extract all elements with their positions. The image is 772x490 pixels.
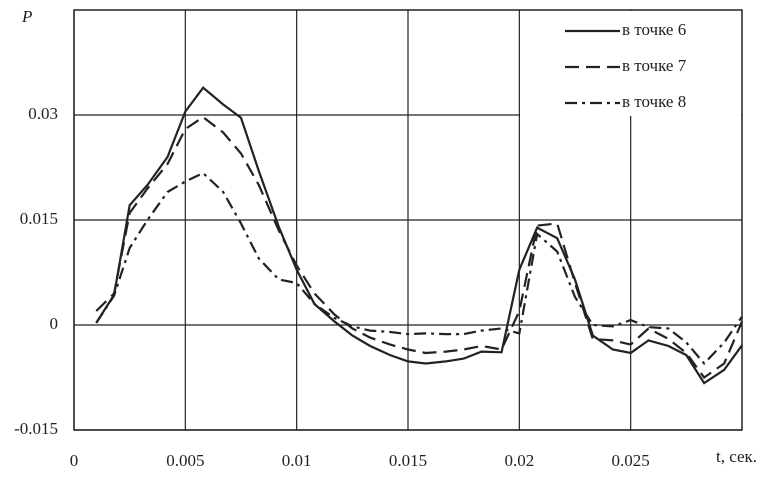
x-tick-label: 0.01 [282,451,312,470]
x-axis-label: t, сек. [716,447,757,466]
y-axis-label: P [21,7,32,26]
legend: в точке 6 в точке 7 в точке 8 [520,11,741,116]
legend-label: в точке 7 [622,56,687,75]
series-line [95,171,743,366]
y-tick-label: 0.03 [28,104,58,123]
series-line [95,115,744,380]
series-line [95,86,743,385]
x-tick-label: 0.015 [389,451,427,470]
legend-label: в точке 8 [622,92,686,111]
x-tick-label: 0.025 [612,451,650,470]
y-tick-label: 0 [50,314,59,333]
x-tick-label: 0.005 [166,451,204,470]
y-tick-label: -0.015 [14,419,58,438]
x-tick-label: 0 [70,451,79,470]
x-tick-label: 0.02 [504,451,534,470]
legend-label: в точке 6 [622,20,686,39]
y-tick-label: 0.015 [20,209,58,228]
legend-box [520,11,741,116]
